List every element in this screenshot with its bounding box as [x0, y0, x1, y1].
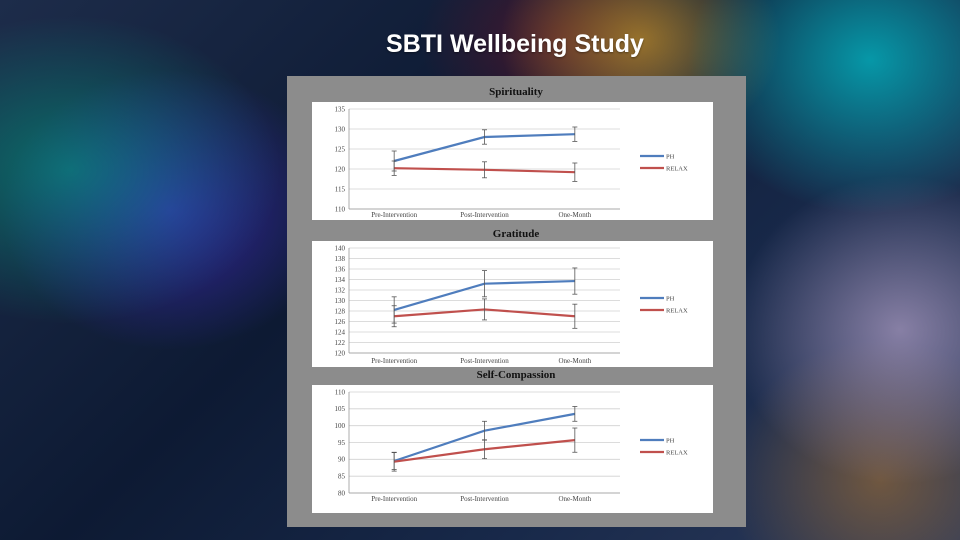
- x-tick-label: Pre-Intervention: [371, 357, 417, 365]
- chart-background: [312, 385, 713, 513]
- y-tick-label: 115: [335, 185, 346, 193]
- y-tick-label: 136: [335, 265, 346, 273]
- x-tick-label: Post-Intervention: [460, 357, 509, 365]
- y-tick-label: 120: [335, 165, 346, 173]
- legend-label: RELAX: [666, 307, 688, 314]
- slide-title: SBTI Wellbeing Study: [386, 30, 644, 58]
- chart-title: Spirituality: [489, 86, 543, 98]
- y-tick-label: 100: [335, 422, 346, 430]
- y-tick-label: 105: [335, 405, 346, 413]
- y-tick-label: 130: [335, 125, 346, 133]
- chart-gratitude: Gratitude 120 122 124 126 128 130 132 134 136 138 1…: [312, 228, 713, 367]
- chart-background: [312, 102, 713, 220]
- x-tick-label: Post-Intervention: [460, 495, 509, 503]
- y-tick-label: 130: [335, 297, 346, 305]
- y-tick-label: 90: [338, 456, 346, 464]
- chart-self-compassion: Self-Compassion 80 85 90 95 100 105 110 Pre-Inte…: [312, 369, 713, 513]
- y-tick-label: 120: [335, 349, 346, 357]
- y-tick-label: 138: [335, 255, 346, 263]
- charts-svg: Spirituality 110 115 120 125 130 135 Pre-Interv…: [312, 86, 713, 513]
- chart-spirituality: Spirituality 110 115 120 125 130 135 Pre-Interv…: [312, 86, 713, 220]
- y-tick-label: 110: [335, 388, 346, 396]
- x-tick-label: One-Month: [558, 211, 591, 219]
- y-tick-label: 95: [338, 439, 346, 447]
- legend-label: PH: [666, 295, 675, 302]
- y-tick-label: 132: [335, 286, 346, 294]
- y-tick-label: 122: [335, 339, 346, 347]
- legend-label: RELAX: [666, 165, 688, 172]
- figure-panel: Spirituality 110 115 120 125 130 135 Pre-Interv…: [287, 76, 746, 527]
- y-tick-label: 135: [335, 105, 346, 113]
- x-tick-label: Pre-Intervention: [371, 495, 417, 503]
- x-tick-label: One-Month: [558, 495, 591, 503]
- x-tick-label: One-Month: [558, 357, 591, 365]
- y-tick-label: 134: [335, 276, 346, 284]
- y-tick-label: 126: [335, 318, 346, 326]
- y-tick-label: 128: [335, 307, 346, 315]
- legend-label: PH: [666, 153, 675, 160]
- chart-title: Self-Compassion: [477, 369, 556, 381]
- y-tick-label: 80: [338, 489, 346, 497]
- legend-label: RELAX: [666, 449, 688, 456]
- chart-background: [312, 241, 713, 367]
- legend-label: PH: [666, 437, 675, 444]
- y-tick-label: 110: [335, 205, 346, 213]
- x-tick-label: Post-Intervention: [460, 211, 509, 219]
- y-tick-label: 140: [335, 244, 346, 252]
- y-tick-label: 124: [335, 328, 346, 336]
- y-tick-label: 85: [338, 472, 346, 480]
- chart-title: Gratitude: [493, 228, 540, 240]
- x-tick-label: Pre-Intervention: [371, 211, 417, 219]
- y-tick-label: 125: [335, 145, 346, 153]
